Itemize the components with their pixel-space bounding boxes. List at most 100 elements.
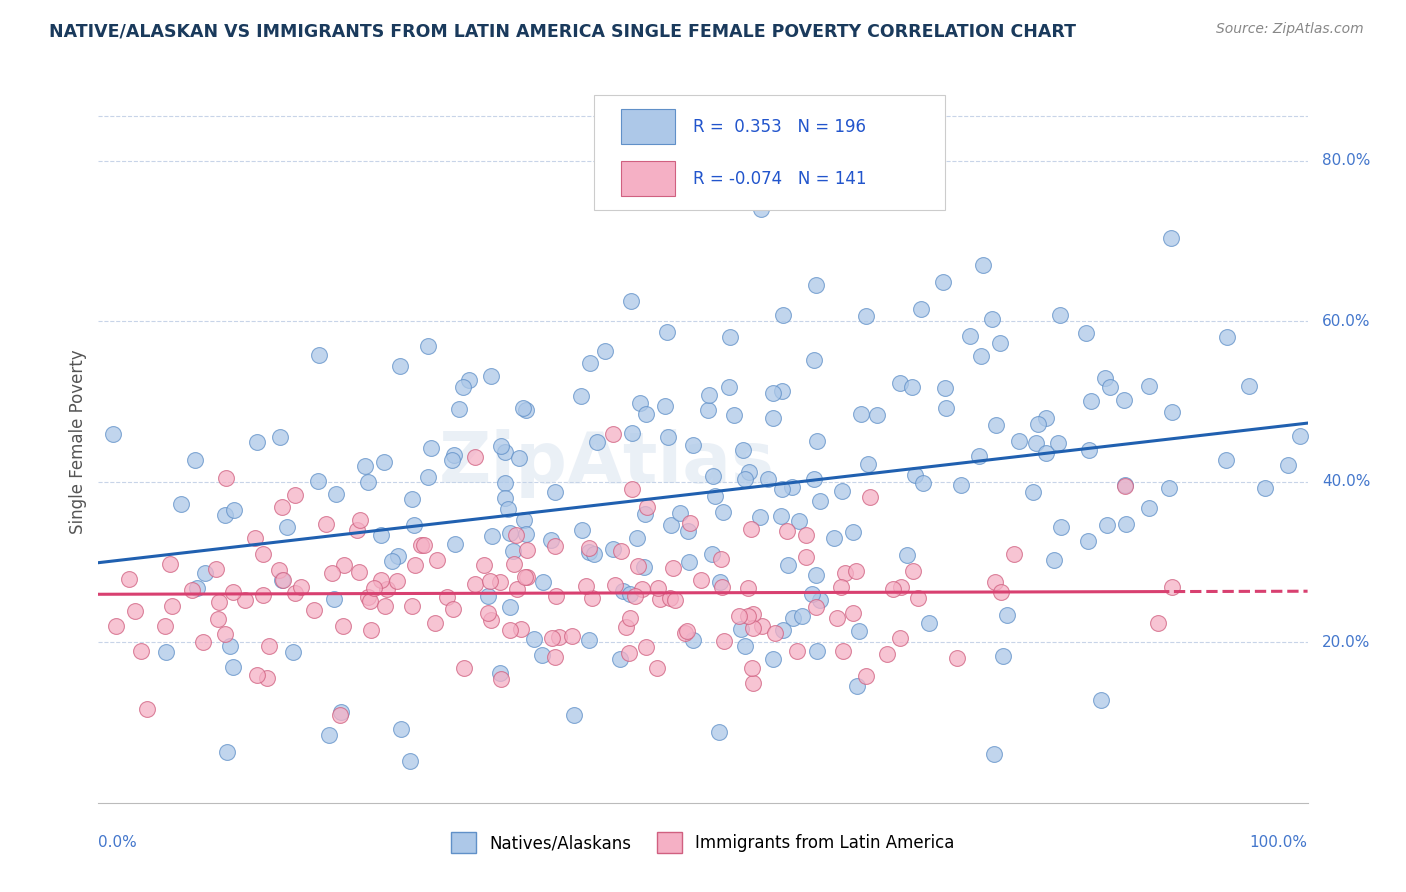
Text: NATIVE/ALASKAN VS IMMIGRANTS FROM LATIN AMERICA SINGLE FEMALE POVERTY CORRELATIO: NATIVE/ALASKAN VS IMMIGRANTS FROM LATIN … <box>49 22 1076 40</box>
Point <box>218 639 240 653</box>
Point <box>711 505 734 519</box>
Point <box>634 407 657 421</box>
Text: R =  0.353   N = 196: R = 0.353 N = 196 <box>693 118 866 136</box>
Point <box>959 328 981 343</box>
Point <box>682 438 704 452</box>
Point <box>620 483 643 497</box>
Point <box>271 573 294 587</box>
Point <box>1215 453 1237 467</box>
Point <box>581 591 603 606</box>
Point <box>1077 533 1099 548</box>
Point <box>620 294 643 309</box>
Point <box>562 708 585 723</box>
Point <box>690 573 713 587</box>
Point <box>713 633 735 648</box>
Point <box>602 541 624 556</box>
Point <box>214 627 236 641</box>
Point <box>404 558 426 573</box>
Point <box>191 635 214 649</box>
Point <box>1025 436 1047 450</box>
Point <box>910 301 932 316</box>
Point <box>717 380 740 394</box>
Bar <box>621 161 675 196</box>
Point <box>1115 516 1137 531</box>
Point <box>498 525 520 540</box>
Text: 20.0%: 20.0% <box>1322 635 1371 649</box>
Point <box>416 339 439 353</box>
Point <box>118 572 141 586</box>
Point <box>1160 580 1182 594</box>
Point <box>657 430 679 444</box>
Point <box>991 649 1014 664</box>
Point <box>502 544 524 558</box>
Point <box>787 514 810 528</box>
Point <box>1137 379 1160 393</box>
Point <box>489 672 512 686</box>
Point <box>426 553 449 567</box>
Point <box>614 619 637 633</box>
Point <box>628 395 651 409</box>
Point <box>647 661 669 675</box>
Point <box>389 359 412 373</box>
Point <box>360 623 382 637</box>
Point <box>1239 378 1261 392</box>
Point <box>984 417 1007 432</box>
Point <box>912 476 935 491</box>
Point <box>1254 481 1277 495</box>
Text: 80.0%: 80.0% <box>1322 153 1371 168</box>
Point <box>707 725 730 739</box>
Point <box>499 623 522 637</box>
Point <box>728 609 751 624</box>
Point <box>762 410 785 425</box>
Point <box>505 528 527 542</box>
Point <box>346 524 368 538</box>
Point <box>359 593 381 607</box>
Point <box>851 408 873 422</box>
Point <box>848 624 870 638</box>
Point <box>252 588 274 602</box>
Point <box>129 644 152 658</box>
Y-axis label: Single Female Poverty: Single Female Poverty <box>69 350 87 533</box>
Point <box>866 408 889 422</box>
Point <box>654 399 676 413</box>
Point <box>907 591 929 605</box>
Point <box>846 679 869 693</box>
Point <box>494 445 516 459</box>
Point <box>170 497 193 511</box>
Point <box>578 544 600 558</box>
Point <box>207 612 229 626</box>
Point <box>481 613 503 627</box>
Point <box>284 585 307 599</box>
Point <box>763 626 786 640</box>
Text: ZipAtlas: ZipAtlas <box>439 429 775 498</box>
Point <box>402 517 425 532</box>
Point <box>308 348 330 362</box>
Point <box>184 453 207 467</box>
Text: Source: ZipAtlas.com: Source: ZipAtlas.com <box>1216 22 1364 37</box>
Point <box>1137 500 1160 515</box>
Point <box>1047 436 1070 450</box>
Point <box>453 661 475 675</box>
Point <box>1008 434 1031 449</box>
Point <box>700 547 723 561</box>
Point <box>186 581 208 595</box>
Point <box>579 356 602 370</box>
Point <box>451 380 474 394</box>
Point <box>769 509 792 524</box>
Point <box>617 646 640 660</box>
Point <box>531 574 554 589</box>
Point <box>949 478 972 492</box>
FancyBboxPatch shape <box>595 95 945 211</box>
Point <box>1035 410 1057 425</box>
Point <box>658 591 681 605</box>
Point <box>1090 693 1112 707</box>
Point <box>981 312 1004 326</box>
Point <box>509 622 531 636</box>
Point <box>1049 520 1071 534</box>
Point <box>751 619 773 633</box>
Point <box>578 633 600 648</box>
Point <box>710 552 733 566</box>
Point <box>918 616 941 631</box>
Point <box>669 506 692 520</box>
Point <box>290 580 312 594</box>
